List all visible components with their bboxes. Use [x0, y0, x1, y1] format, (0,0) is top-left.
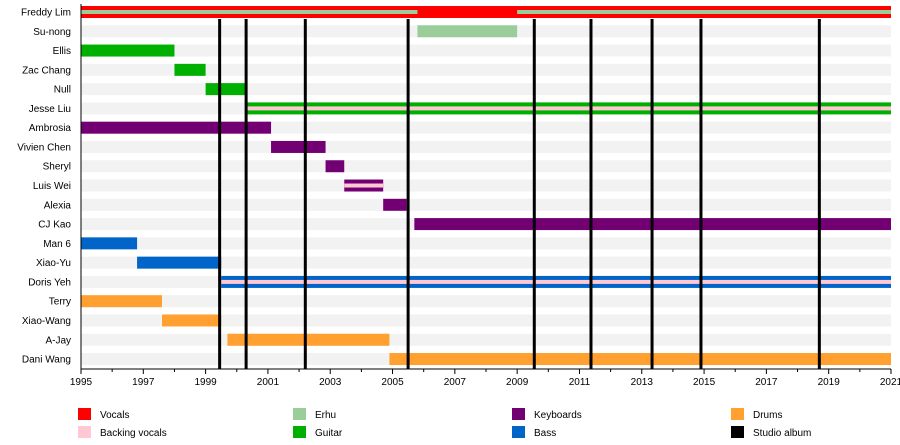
row-band: [81, 256, 891, 269]
legend-swatch: [293, 426, 306, 438]
row-band: [81, 44, 891, 57]
legend-label: Bass: [534, 428, 556, 439]
legend-label: Studio album: [753, 428, 811, 439]
x-tick-label: 2003: [319, 377, 342, 388]
bar-guitar: [205, 83, 247, 96]
row-band: [81, 198, 891, 211]
bar-keyboards: [81, 121, 272, 134]
member-label: Dani Wang: [22, 355, 71, 366]
bar-guitar: [81, 44, 175, 57]
member-label: Zac Chang: [22, 65, 71, 76]
row-band: [81, 333, 891, 346]
x-tick-label: 2015: [693, 377, 716, 388]
x-tick-label: 1997: [132, 377, 155, 388]
member-label: Xiao-Yu: [36, 258, 71, 269]
bar-keyboards: [325, 160, 345, 173]
x-tick-label: 2021: [880, 377, 900, 388]
strip-erhu: [517, 10, 891, 14]
legend-label: Vocals: [100, 410, 129, 421]
bar-keyboards: [383, 198, 407, 211]
legend-label: Drums: [753, 410, 782, 421]
x-tick-label: 2001: [257, 377, 280, 388]
bar-drums: [162, 314, 222, 327]
member-label: Xiao-Wang: [22, 316, 71, 327]
row-band: [81, 63, 891, 76]
x-tick-label: 2017: [755, 377, 778, 388]
bar-guitar: [174, 63, 206, 76]
member-label: Sheryl: [43, 162, 71, 173]
legend-swatch: [78, 408, 91, 420]
row-band: [81, 140, 891, 153]
row-band: [81, 179, 891, 192]
row-band: [81, 295, 891, 308]
member-label: Ambrosia: [29, 123, 72, 134]
bar-erhu: [417, 25, 518, 38]
legend-swatch: [731, 426, 744, 438]
row-band: [81, 314, 891, 327]
row-band: [81, 83, 891, 96]
member-label: Null: [54, 85, 71, 96]
member-label: Jesse Liu: [29, 104, 71, 115]
legend-label: Erhu: [315, 410, 336, 421]
member-label: Luis Wei: [33, 181, 71, 192]
x-tick-label: 2007: [444, 377, 467, 388]
x-tick-label: 2013: [631, 377, 654, 388]
bar-bass: [81, 237, 138, 250]
x-tick-label: 2011: [569, 377, 591, 388]
member-label: Freddy Lim: [21, 8, 71, 19]
legend-swatch: [78, 426, 91, 438]
legend-swatch: [293, 408, 306, 420]
row-band: [81, 160, 891, 173]
strip-backing-vocals: [246, 106, 892, 111]
x-tick-label: 2009: [506, 377, 529, 388]
legend-label: Guitar: [315, 428, 343, 439]
legend-swatch: [512, 408, 525, 420]
row-band: [81, 121, 891, 134]
strip-backing-vocals: [344, 183, 384, 188]
bar-drums: [389, 353, 891, 366]
x-tick-label: 2019: [818, 377, 841, 388]
strip-backing-vocals: [221, 279, 891, 284]
x-tick-label: 2005: [381, 377, 404, 388]
legend-label: Backing vocals: [100, 428, 167, 439]
legend-swatch: [512, 426, 525, 438]
bar-keyboards: [271, 140, 326, 153]
member-label: CJ Kao: [38, 220, 71, 231]
x-tick-label: 1995: [70, 377, 93, 388]
member-label: Su-nong: [33, 27, 71, 38]
member-label: Doris Yeh: [28, 277, 71, 288]
bar-drums: [81, 295, 162, 308]
member-label: Ellis: [53, 46, 71, 57]
legend-label: Keyboards: [534, 410, 582, 421]
bar-bass: [137, 256, 222, 269]
legend-swatch: [731, 408, 744, 420]
row-band: [81, 237, 891, 250]
x-tick-label: 1999: [194, 377, 217, 388]
bar-vocals: [81, 6, 891, 18]
bar-drums: [227, 333, 390, 346]
strip-erhu: [81, 10, 418, 14]
member-label: Alexia: [44, 200, 72, 211]
member-label: Terry: [49, 297, 71, 308]
member-label: Vivien Chen: [17, 142, 71, 153]
member-label: A-Jay: [45, 335, 71, 346]
member-label: Man 6: [43, 239, 71, 250]
